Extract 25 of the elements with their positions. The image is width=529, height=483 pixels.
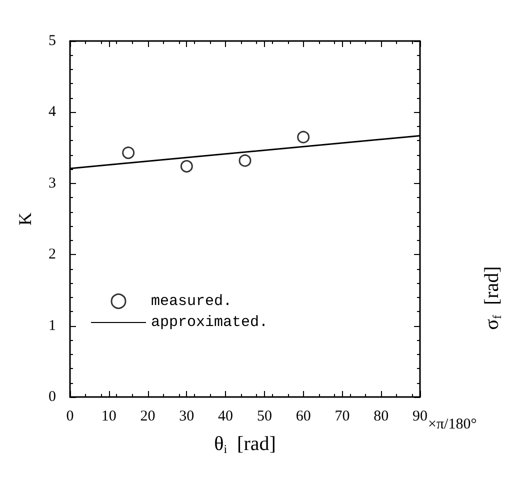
x-tick-label: 60 xyxy=(296,408,311,424)
x-tick-label: 70 xyxy=(334,408,350,424)
x-tick-label: 40 xyxy=(218,408,234,424)
point xyxy=(297,130,310,144)
x-tick-label: 0 xyxy=(66,408,74,424)
y-tick-label: 0 xyxy=(48,389,56,405)
point xyxy=(180,160,193,173)
text: σf [rad] xyxy=(481,266,504,330)
legend-label: approximated. xyxy=(151,314,268,331)
y-tick-label: 4 xyxy=(48,104,56,120)
y-axis-title: K xyxy=(15,212,35,226)
x-tick-label: 10 xyxy=(101,408,116,424)
text: ×π/180° xyxy=(428,416,477,432)
x-tick-label: 90 xyxy=(412,408,428,424)
x-tick-label: 20 xyxy=(140,408,156,424)
x-tick-label: 30 xyxy=(179,408,194,424)
y-tick-label: 1 xyxy=(48,318,56,334)
x-tick-label: 80 xyxy=(374,408,389,424)
y-tick-label: 3 xyxy=(48,175,56,192)
legend-label: measured. xyxy=(151,292,232,310)
y-tick-label: 5 xyxy=(48,33,56,49)
x-tick-label: 50 xyxy=(256,408,272,424)
point xyxy=(122,146,135,160)
point xyxy=(238,154,252,167)
y-tick-label: 2 xyxy=(48,246,56,263)
